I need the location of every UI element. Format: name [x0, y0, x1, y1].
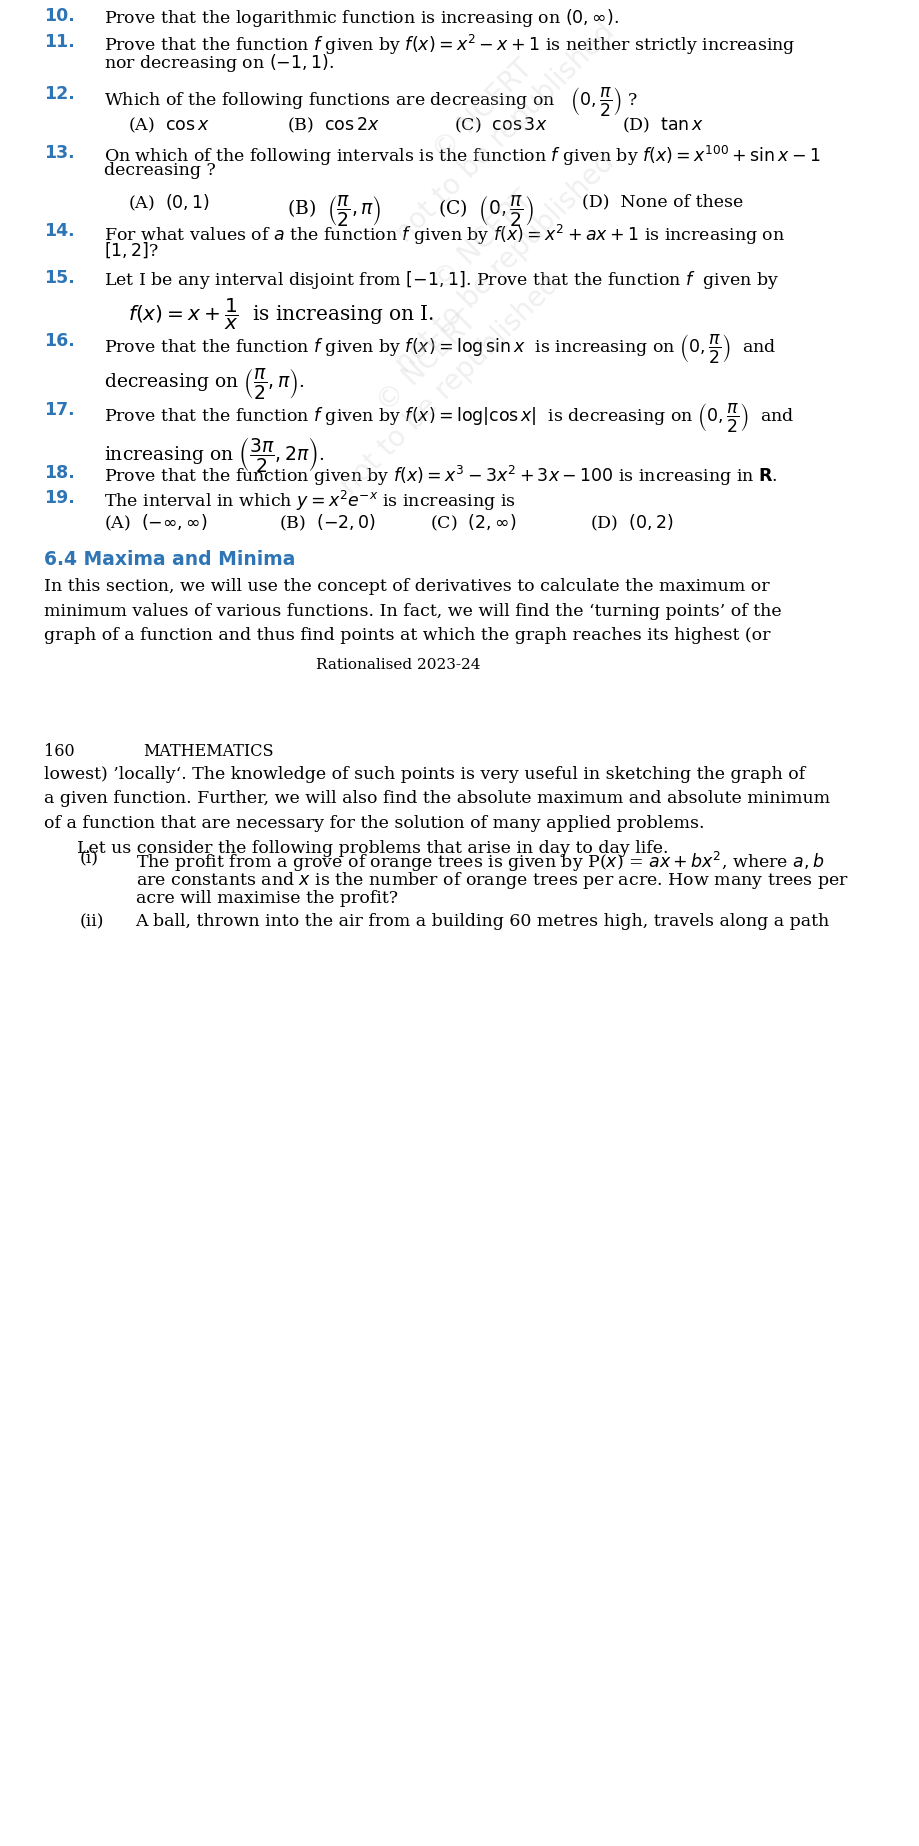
Text: © NCERT
not to be republished: © NCERT not to be republished [368, 126, 620, 378]
Text: 18.: 18. [44, 463, 74, 482]
Text: 15.: 15. [44, 268, 74, 286]
Text: (A)  $\cos x$: (A) $\cos x$ [128, 116, 210, 135]
Text: lowest) ’locally‘. The knowledge of such points is very useful in sketching the : lowest) ’locally‘. The knowledge of such… [44, 766, 830, 857]
Text: 12.: 12. [44, 85, 74, 103]
Text: nor decreasing on $(-1, 1)$.: nor decreasing on $(-1, 1)$. [104, 52, 334, 74]
Text: $[1, 2]$?: $[1, 2]$? [104, 240, 159, 260]
Text: 19.: 19. [44, 489, 74, 506]
Text: Which of the following functions are decreasing on   $\left(0, \dfrac{\pi}{2}\ri: Which of the following functions are dec… [104, 85, 638, 118]
Text: Let I be any interval disjoint from $[-1, 1]$. Prove that the function $f$  give: Let I be any interval disjoint from $[-1… [104, 268, 778, 290]
Text: 10.: 10. [44, 7, 74, 26]
Text: 16.: 16. [44, 332, 74, 349]
Text: Prove that the function $f$ given by $f(x) = x^2 - x + 1$ is neither strictly in: Prove that the function $f$ given by $f(… [104, 33, 795, 57]
Text: Prove that the function $f$ given by $f(x) = \log \sin x$  is increasing on $\le: Prove that the function $f$ given by $f(… [104, 332, 776, 366]
Text: (i): (i) [80, 851, 98, 868]
Text: (A)  $(-\infty, \infty)$: (A) $(-\infty, \infty)$ [104, 513, 207, 533]
Text: (B)  $(-2, 0)$: (B) $(-2, 0)$ [279, 513, 376, 533]
Text: 11.: 11. [44, 33, 74, 52]
Text: (C)  $\left(0, \dfrac{\pi}{2}\right)$: (C) $\left(0, \dfrac{\pi}{2}\right)$ [438, 194, 534, 229]
Text: decreasing on $\left(\dfrac{\pi}{2}, \pi\right)$.: decreasing on $\left(\dfrac{\pi}{2}, \pi… [104, 366, 304, 401]
Text: (D)  None of these: (D) None of these [582, 194, 743, 210]
Text: (B)  $\cos 2x$: (B) $\cos 2x$ [287, 116, 380, 135]
Text: increasing on $\left(\dfrac{3\pi}{2}, 2\pi\right)$.: increasing on $\left(\dfrac{3\pi}{2}, 2\… [104, 436, 324, 474]
Text: A ball, thrown into the air from a building 60 metres high, travels along a path: A ball, thrown into the air from a build… [135, 914, 830, 930]
Text: The profit from a grove of orange trees is given by P($x$) = $ax + bx^2$, where : The profit from a grove of orange trees … [135, 851, 824, 875]
Text: For what values of $a$ the function $f$ given by $f(x) = x^2 + ax + 1$ is increa: For what values of $a$ the function $f$ … [104, 222, 785, 247]
Text: decreasing ?: decreasing ? [104, 162, 215, 179]
Text: 17.: 17. [44, 401, 74, 419]
Text: © NCERT
not to be republished: © NCERT not to be republished [368, 0, 620, 247]
Text: $f(x) = x + \dfrac{1}{x}$  is increasing on I.: $f(x) = x + \dfrac{1}{x}$ is increasing … [128, 295, 434, 332]
Text: Prove that the function $f$ given by $f(x) = \log|\cos x|$  is decreasing on $\l: Prove that the function $f$ given by $f(… [104, 401, 794, 434]
Text: 160: 160 [44, 742, 74, 759]
Text: 14.: 14. [44, 222, 74, 240]
Text: (ii): (ii) [80, 914, 104, 930]
Text: (D)  $(0, 2)$: (D) $(0, 2)$ [590, 513, 674, 533]
Text: are constants and $x$ is the number of orange trees per acre. How many trees per: are constants and $x$ is the number of o… [135, 869, 848, 892]
Text: (A)  $(0,1)$: (A) $(0,1)$ [128, 194, 210, 214]
Text: 13.: 13. [44, 144, 74, 162]
Text: Rationalised 2023-24: Rationalised 2023-24 [316, 657, 481, 672]
Text: © NCERT
not to be republished: © NCERT not to be republished [312, 247, 565, 500]
Text: The interval in which $y = x^2 e^{-x}$ is increasing is: The interval in which $y = x^2 e^{-x}$ i… [104, 489, 516, 513]
Text: In this section, we will use the concept of derivatives to calculate the maximum: In this section, we will use the concept… [44, 578, 781, 644]
Text: (C)  $\cos 3x$: (C) $\cos 3x$ [454, 116, 548, 135]
Text: (B)  $\left(\dfrac{\pi}{2}, \pi\right)$: (B) $\left(\dfrac{\pi}{2}, \pi\right)$ [287, 194, 381, 229]
Text: (D)  $\tan x$: (D) $\tan x$ [622, 116, 704, 135]
Text: Prove that the logarithmic function is increasing on $(0, \infty)$.: Prove that the logarithmic function is i… [104, 7, 618, 30]
Text: Prove that the function given by $f(x) = x^3 - 3x^2 + 3x - 100$ is increasing in: Prove that the function given by $f(x) =… [104, 463, 777, 487]
Text: (C)  $(2, \infty)$: (C) $(2, \infty)$ [430, 513, 516, 533]
Text: 6.4 Maxima and Minima: 6.4 Maxima and Minima [44, 550, 295, 569]
Text: On which of the following intervals is the function $f$ given by $f(x) = x^{100}: On which of the following intervals is t… [104, 144, 820, 168]
Text: acre will maximise the profit?: acre will maximise the profit? [135, 890, 398, 906]
Text: MATHEMATICS: MATHEMATICS [143, 742, 274, 759]
